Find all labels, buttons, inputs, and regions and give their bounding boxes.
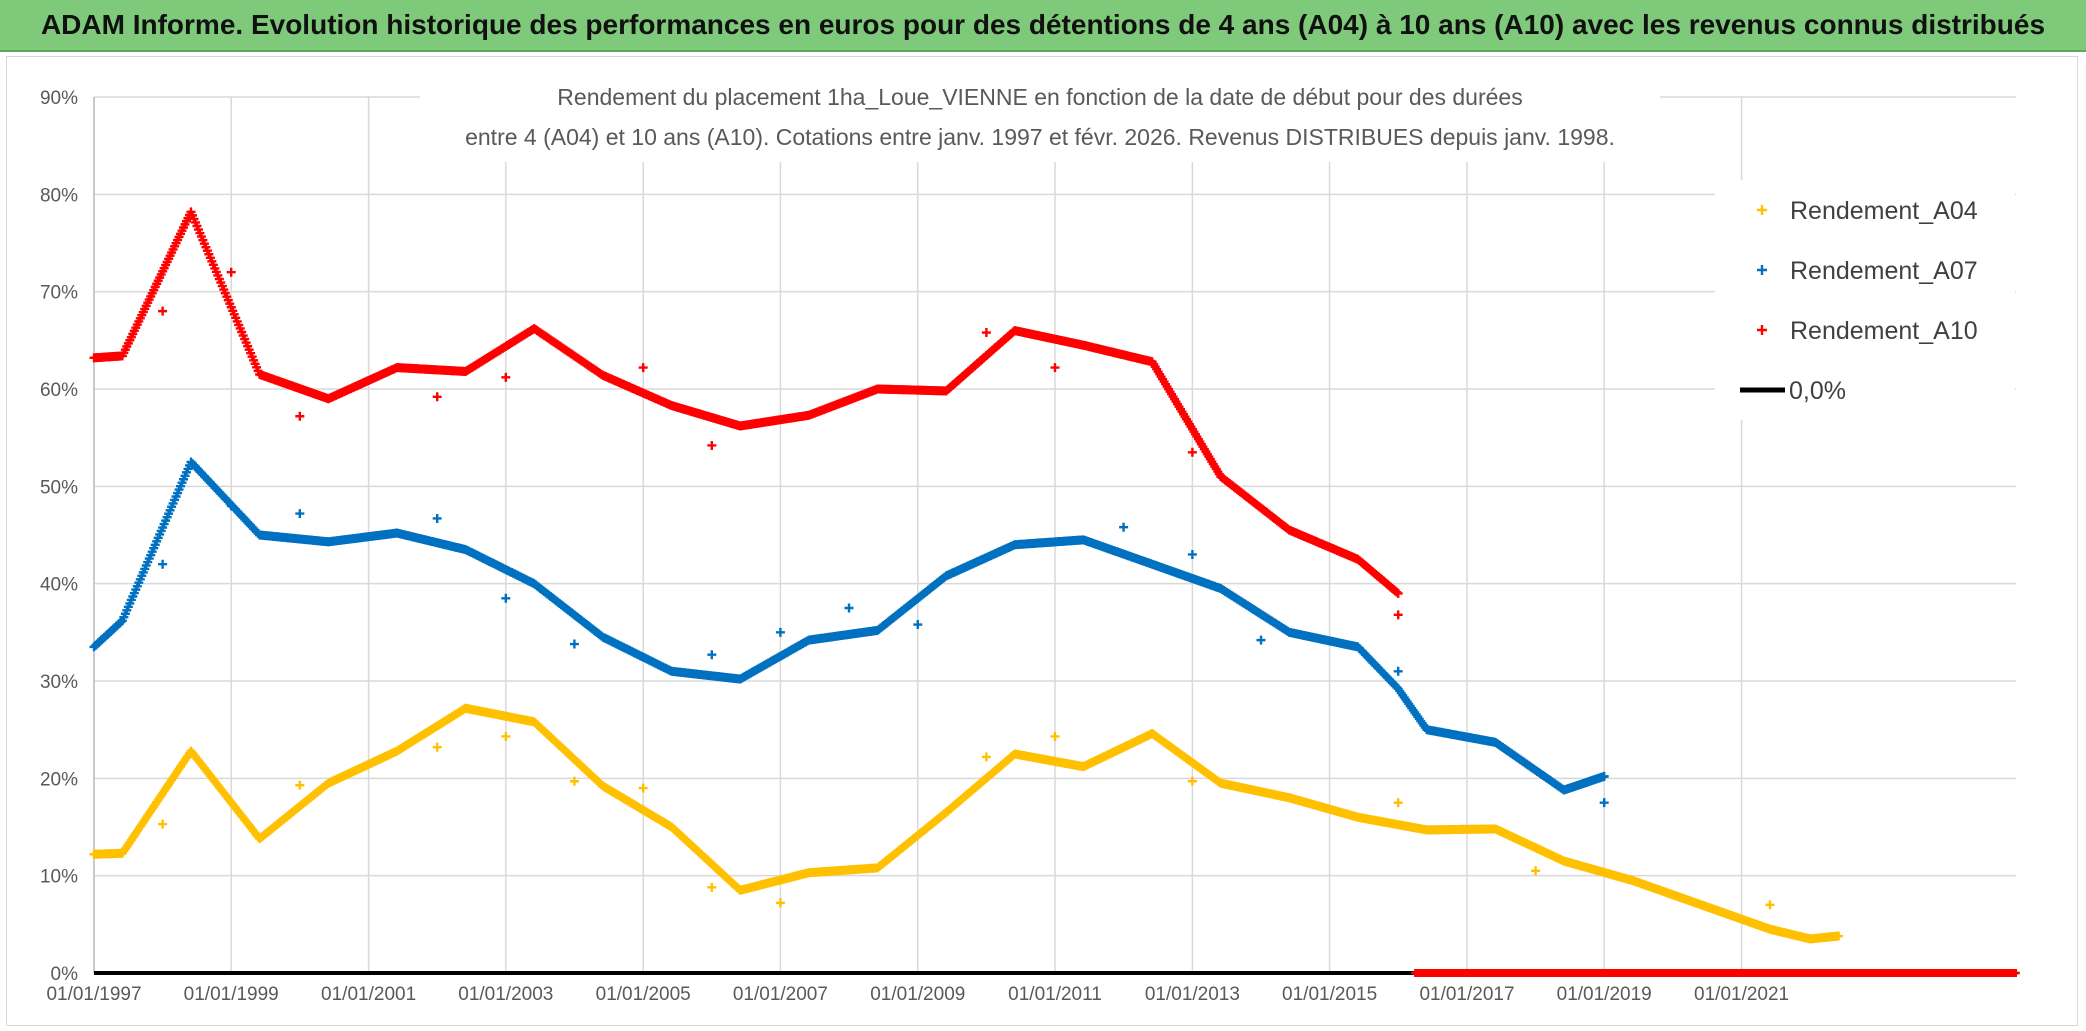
y-axis-ticks: 0% 10% 20% 30% 40% 50% 60% 70% 80% 90% <box>40 88 78 985</box>
y-tick-label: 80% <box>40 185 78 206</box>
data-point-outlier <box>569 639 579 649</box>
data-point-outlier <box>432 392 442 402</box>
data-point-outlier <box>158 559 168 569</box>
y-tick-label: 40% <box>40 575 78 596</box>
data-point-outlier <box>226 501 236 511</box>
data-point-outlier <box>1599 798 1609 808</box>
x-tick-label: 01/01/2013 <box>1145 984 1240 1005</box>
x-tick-label: 01/01/2019 <box>1557 984 1652 1005</box>
data-point <box>2011 969 2020 977</box>
data-point-outlier <box>1393 666 1403 676</box>
data-point-outlier <box>295 411 305 421</box>
series-rendement-a07 <box>89 457 1609 808</box>
data-point-outlier <box>638 363 648 373</box>
data-point-outlier <box>1256 635 1266 645</box>
data-point-outlier <box>295 780 305 790</box>
legend-marker <box>1757 205 1767 215</box>
banner-title: ADAM Informe. Evolution historique des p… <box>40 9 2046 40</box>
y-tick-label: 0% <box>51 964 79 985</box>
data-point-outlier <box>1119 522 1129 532</box>
data-point-outlier <box>913 620 923 630</box>
x-tick-label: 01/01/2001 <box>321 984 416 1005</box>
chart-legend: Rendement_A04 Rendement_A07 Rendement_A10 0… <box>1740 197 1978 405</box>
data-point-outlier <box>1187 549 1197 559</box>
grid-lines <box>93 96 2016 974</box>
legend-marker <box>1757 265 1767 275</box>
data-point-outlier <box>775 627 785 637</box>
series-rendement-a04 <box>89 703 1844 944</box>
title-backdrop <box>420 76 1660 162</box>
legend-label: Rendement_A04 <box>1790 197 1978 225</box>
data-marks <box>89 207 2020 977</box>
x-tick-label: 01/01/2007 <box>733 984 828 1005</box>
legend-label: 0,0% <box>1789 377 1846 405</box>
data-point <box>1599 771 1609 781</box>
data-point-outlier <box>1531 866 1541 876</box>
data-point-outlier <box>707 650 717 660</box>
data-point-outlier <box>158 819 168 829</box>
data-point-outlier <box>981 752 991 762</box>
x-tick-label: 01/01/2003 <box>458 984 553 1005</box>
x-tick-label: 01/01/2017 <box>1419 984 1514 1005</box>
legend-label: Rendement_A07 <box>1790 257 1978 285</box>
data-point-outlier <box>226 267 236 277</box>
data-point-outlier <box>1050 731 1060 741</box>
data-point-outlier <box>707 882 717 892</box>
report-banner: ADAM Informe. Evolution historique des p… <box>0 0 2086 52</box>
data-point-outlier <box>432 513 442 523</box>
y-tick-label: 50% <box>40 477 78 498</box>
legend-label: Rendement_A10 <box>1790 317 1978 345</box>
data-point-outlier <box>844 603 854 613</box>
x-tick-label: 01/01/2015 <box>1282 984 1377 1005</box>
x-tick-label: 01/01/2011 <box>1008 984 1102 1005</box>
data-point-outlier <box>158 306 168 316</box>
x-tick-label: 01/01/1999 <box>184 984 279 1005</box>
data-point-outlier <box>1187 776 1197 786</box>
x-tick-label: 01/01/2021 <box>1694 984 1789 1005</box>
y-tick-label: 70% <box>40 283 78 304</box>
data-point-outlier <box>1187 447 1197 457</box>
data-point <box>116 617 126 627</box>
data-point-outlier <box>432 742 442 752</box>
x-axis-ticks: 01/01/1997 01/01/1999 01/01/2001 01/01/2003… <box>46 984 1789 1005</box>
y-tick-label: 30% <box>40 672 78 693</box>
data-point-outlier <box>775 898 785 908</box>
data-point-outlier <box>569 776 579 786</box>
chart-title: Rendement du placement 1ha_Loue_VIENNE e… <box>557 84 1522 110</box>
x-tick-label: 01/01/2009 <box>870 984 965 1005</box>
data-point-outlier <box>295 509 305 519</box>
data-point <box>1392 587 1402 597</box>
data-point <box>1834 931 1844 941</box>
data-point-outlier <box>501 731 511 741</box>
data-point-outlier <box>981 328 991 338</box>
y-tick-label: 20% <box>40 769 78 790</box>
x-tick-label: 01/01/1997 <box>46 984 141 1005</box>
chart-subtitle: entre 4 (A04) et 10 ans (A10). Cotations… <box>465 124 1615 150</box>
data-point <box>1393 588 1403 598</box>
chart-frame <box>6 56 2078 1026</box>
data-point-outlier <box>1765 900 1775 910</box>
legend-backdrop <box>1715 180 2015 420</box>
data-point-outlier <box>1393 798 1403 808</box>
y-tick-label: 90% <box>40 88 78 109</box>
series-rendement-a10 <box>89 207 1403 620</box>
series-zero-extension <box>1411 969 2020 977</box>
x-tick-label: 01/01/2005 <box>596 984 691 1005</box>
data-point-outlier <box>638 783 648 793</box>
data-point-outlier <box>1050 363 1060 373</box>
data-point-outlier <box>501 593 511 603</box>
legend-marker <box>1757 325 1767 335</box>
data-point-outlier <box>501 372 511 382</box>
data-point-outlier <box>707 440 717 450</box>
y-tick-label: 60% <box>40 380 78 401</box>
y-tick-label: 10% <box>40 867 78 888</box>
data-point-outlier <box>1393 610 1403 620</box>
